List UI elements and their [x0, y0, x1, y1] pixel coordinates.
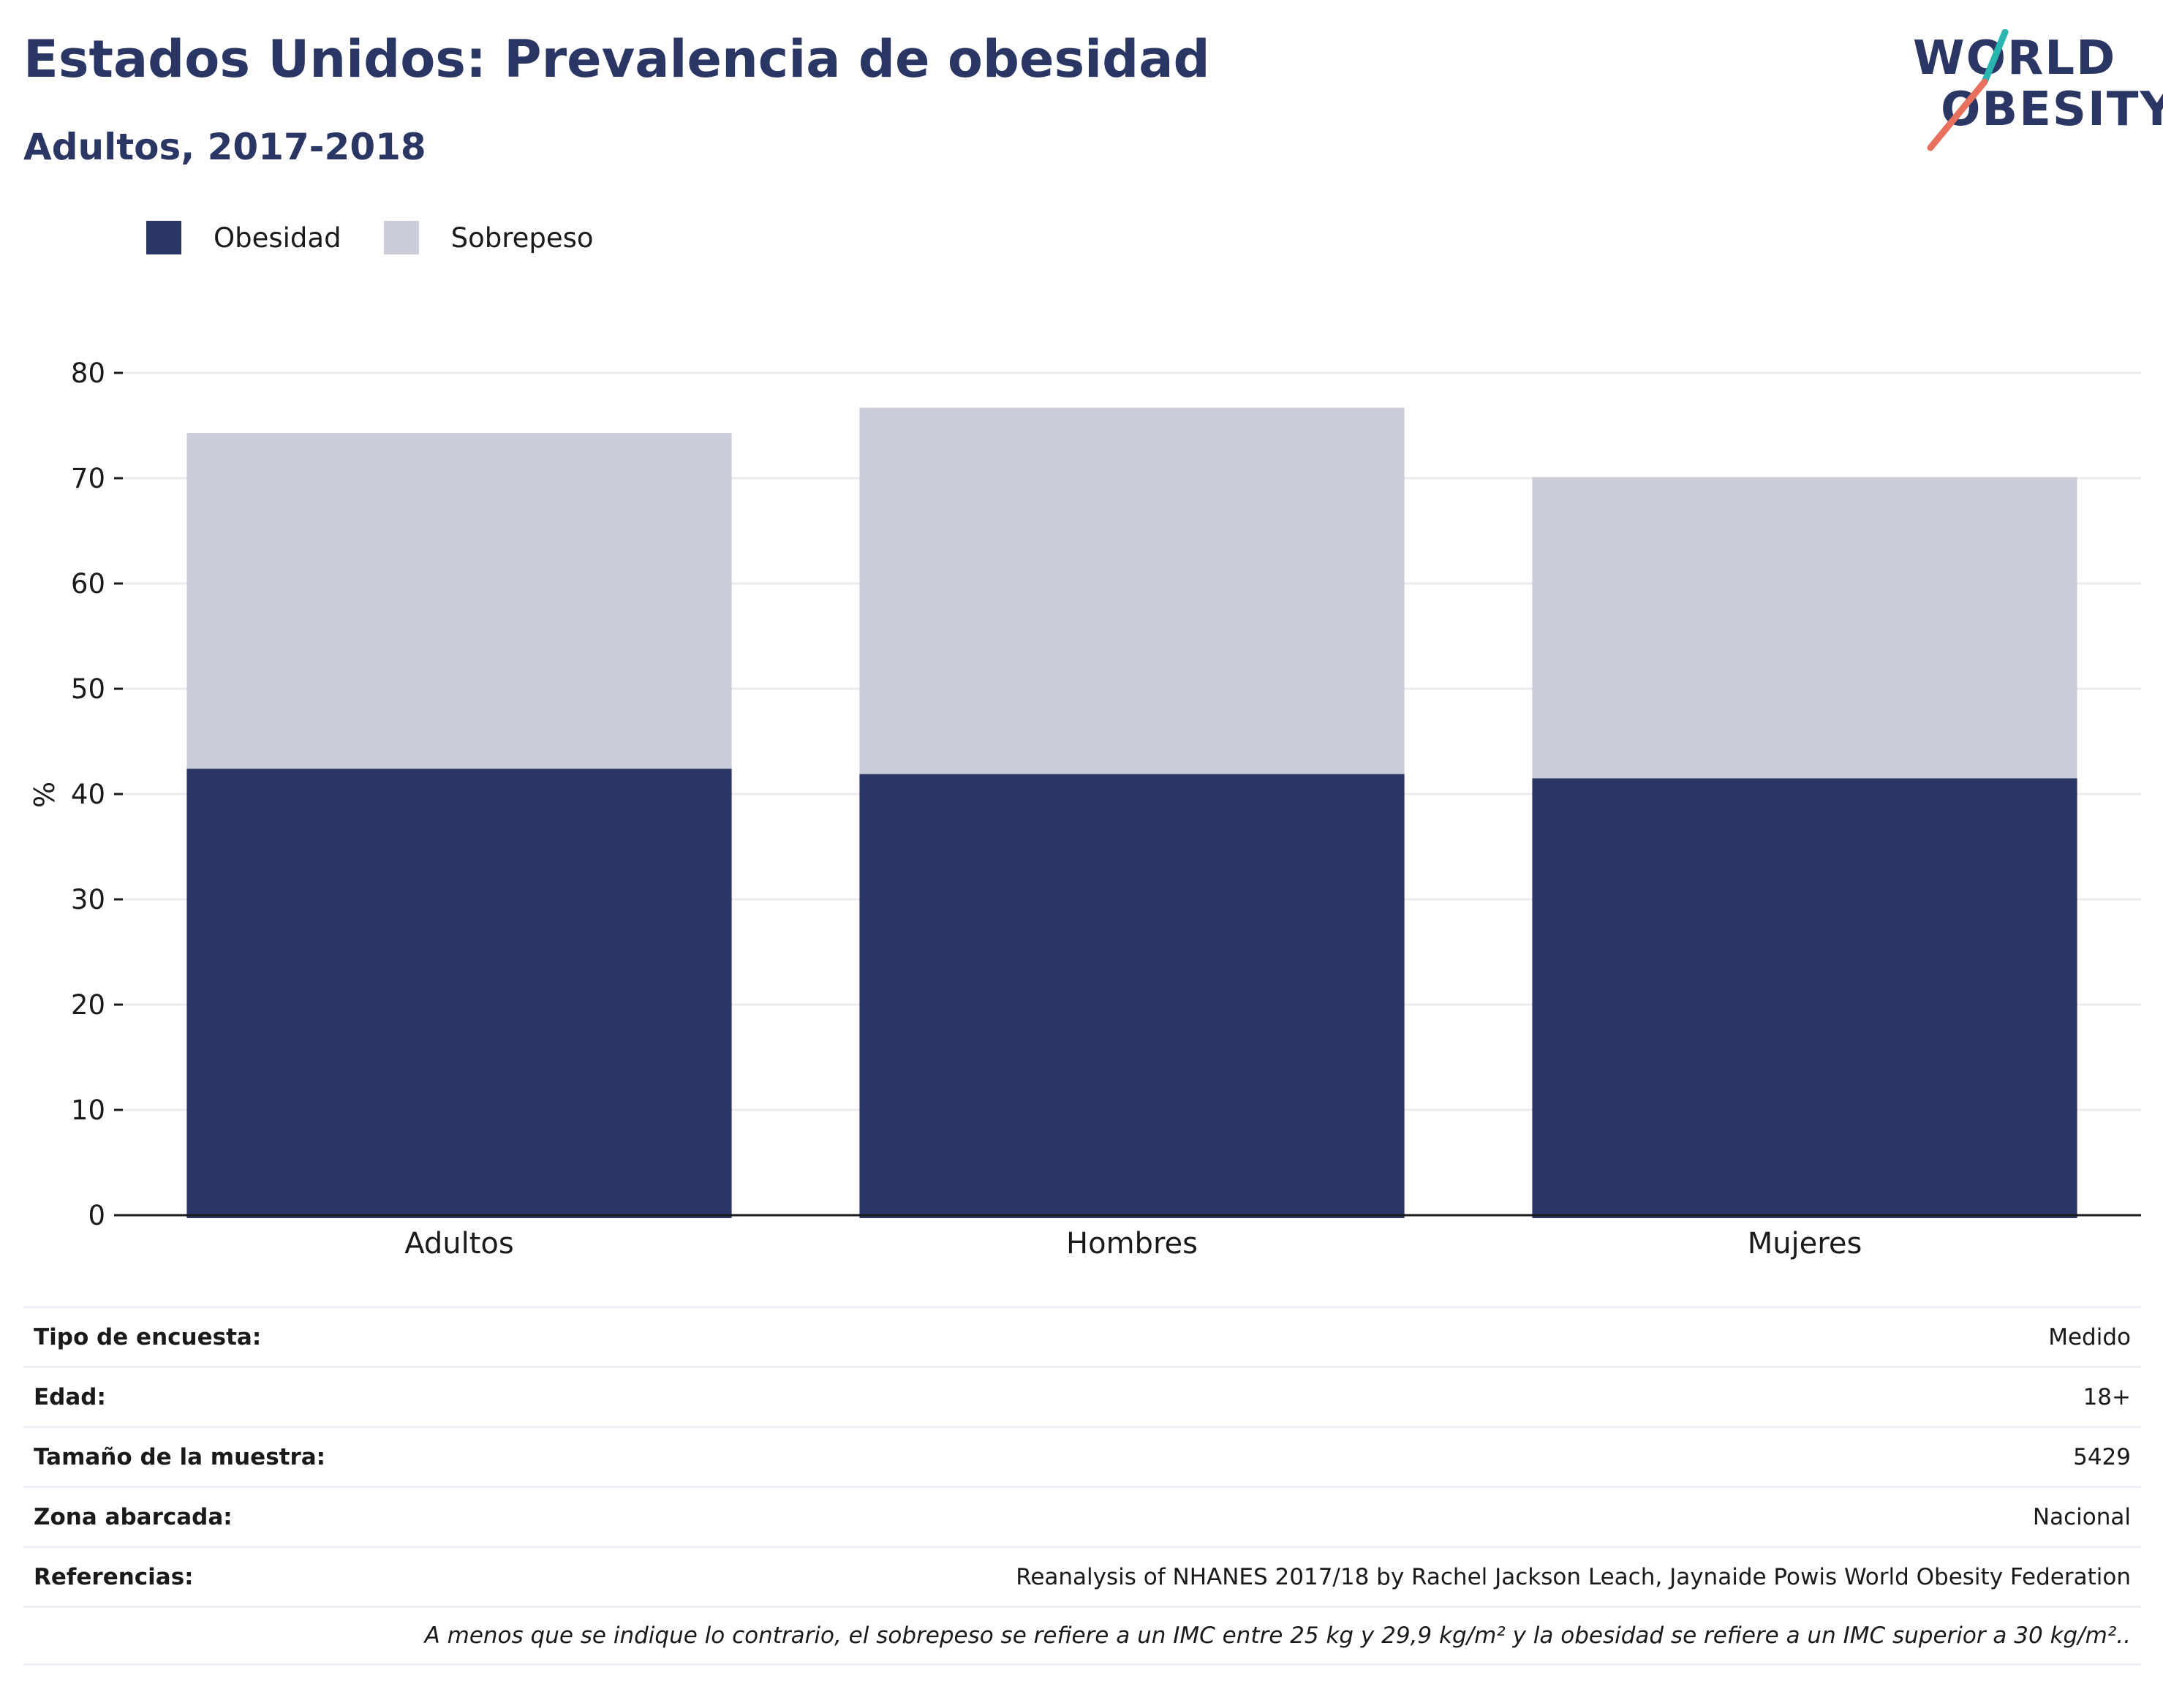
- info-label: Edad:: [34, 1383, 106, 1410]
- legend-item-obesidad: Obesidad: [146, 221, 341, 254]
- info-label: Tipo de encuesta:: [34, 1323, 262, 1350]
- y-tick-label: 70: [71, 463, 105, 494]
- logo-slash-icon: [1927, 29, 2009, 151]
- world-obesity-logo: WORLD OBESITY: [1894, 29, 2163, 154]
- y-tick-label: 50: [71, 673, 105, 705]
- info-row-area: Zona abarcada: Nacional: [23, 1486, 2141, 1546]
- bar-sobrepeso-hombres: [859, 407, 1405, 774]
- x-tick-label: Adultos: [404, 1227, 514, 1261]
- chart-title: Estados Unidos: Prevalencia de obesidad: [23, 29, 1210, 89]
- info-value: 18+: [2083, 1383, 2131, 1410]
- chart-subtitle: Adultos, 2017-2018: [23, 126, 426, 168]
- bar-obesidad-adultos: [186, 768, 732, 1218]
- info-value: Reanalysis of NHANES 2017/18 by Rachel J…: [1016, 1563, 2131, 1590]
- bar-sobrepeso-adultos: [186, 433, 732, 769]
- legend-swatch-obesidad: [146, 221, 181, 254]
- info-row-references: Referencias: Reanalysis of NHANES 2017/1…: [23, 1546, 2141, 1606]
- y-tick-label: 0: [88, 1200, 105, 1231]
- info-row-survey-type: Tipo de encuesta: Medido: [23, 1306, 2141, 1366]
- info-row-age: Edad: 18+: [23, 1366, 2141, 1426]
- y-tick-label: 30: [71, 884, 105, 915]
- bar-sobrepeso-mujeres: [1532, 477, 2077, 779]
- y-axis-label: %: [29, 782, 61, 808]
- info-label: Referencias:: [34, 1563, 194, 1590]
- info-label: Zona abarcada:: [34, 1503, 233, 1530]
- y-tick-label: 60: [71, 568, 105, 600]
- definition-note: A menos que se indique lo contrario, el …: [23, 1606, 2141, 1666]
- info-table: Tipo de encuesta: Medido Edad: 18+ Tamañ…: [23, 1306, 2141, 1666]
- legend-item-sobrepeso: Sobrepeso: [383, 221, 594, 254]
- y-tick-label: 80: [71, 358, 105, 389]
- info-row-sample-size: Tamaño de la muestra: 5429: [23, 1426, 2141, 1486]
- y-tick-label: 10: [71, 1095, 105, 1126]
- info-value: Nacional: [2032, 1503, 2131, 1530]
- chart-legend: Obesidad Sobrepeso: [146, 219, 636, 256]
- x-tick-label: Mujeres: [1748, 1227, 1862, 1261]
- y-tick-label: 20: [71, 989, 105, 1021]
- info-label: Tamaño de la muestra:: [34, 1443, 326, 1470]
- legend-label-sobrepeso: Sobrepeso: [450, 222, 594, 254]
- x-tick-label: Hombres: [1066, 1227, 1198, 1261]
- legend-label-obesidad: Obesidad: [214, 222, 341, 254]
- info-value: 5429: [2073, 1443, 2131, 1470]
- legend-swatch-sobrepeso: [383, 221, 419, 254]
- info-value: Medido: [2048, 1323, 2131, 1350]
- y-tick-label: 40: [71, 779, 105, 810]
- bar-chart: % 0 10 20 30 40 50 60 70 80 Adultos Hombres Mujeres: [29, 358, 2141, 1261]
- bar-obesidad-mujeres: [1532, 778, 2077, 1218]
- bar-obesidad-hombres: [859, 774, 1405, 1218]
- logo-line-1: WORLD: [1913, 31, 2117, 86]
